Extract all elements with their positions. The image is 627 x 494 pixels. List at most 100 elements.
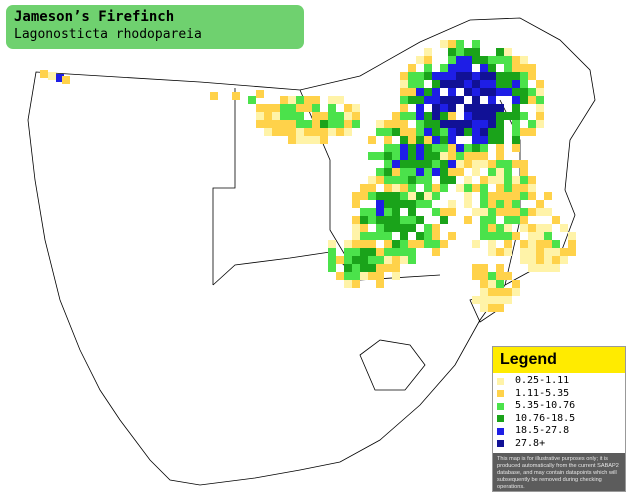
range-cell	[488, 248, 496, 256]
range-cell	[416, 160, 424, 168]
range-cell	[440, 80, 448, 88]
legend-label: 10.76-18.5	[515, 412, 576, 424]
range-cell	[392, 160, 400, 168]
range-cell	[528, 256, 536, 264]
range-cell	[416, 192, 424, 200]
range-cell	[480, 144, 488, 152]
range-cell	[488, 288, 496, 296]
range-cell	[520, 176, 528, 184]
range-cell	[400, 176, 408, 184]
range-cell	[480, 232, 488, 240]
range-cell	[472, 208, 480, 216]
range-cell	[528, 264, 536, 272]
range-cell	[520, 56, 528, 64]
range-cell	[312, 136, 320, 144]
range-cell	[488, 104, 496, 112]
range-cell	[368, 208, 376, 216]
range-cell	[496, 224, 504, 232]
range-cell	[448, 200, 456, 208]
range-cell	[520, 96, 528, 104]
namibia-border	[212, 88, 236, 285]
range-cell	[456, 144, 464, 152]
range-cell	[352, 232, 360, 240]
legend-item: 0.25-1.11	[493, 375, 625, 388]
range-cell	[472, 184, 480, 192]
range-cell	[480, 88, 488, 96]
range-cell	[360, 232, 368, 240]
range-cell	[544, 208, 552, 216]
range-cell	[488, 112, 496, 120]
range-cell	[520, 112, 528, 120]
range-cell	[448, 232, 456, 240]
range-cell	[392, 216, 400, 224]
range-cell	[536, 256, 544, 264]
range-cell	[384, 184, 392, 192]
range-cell	[424, 72, 432, 80]
range-cell	[400, 184, 408, 192]
range-cell	[488, 176, 496, 184]
range-cell	[528, 208, 536, 216]
range-cell	[472, 56, 480, 64]
range-cell	[344, 272, 352, 280]
range-cell	[536, 80, 544, 88]
range-cell	[62, 76, 70, 84]
range-cell	[296, 136, 304, 144]
range-cell	[400, 136, 408, 144]
range-cell	[456, 96, 464, 104]
range-cell	[336, 272, 344, 280]
range-cell	[464, 152, 472, 160]
range-cell	[368, 184, 376, 192]
range-cell	[344, 104, 352, 112]
range-cell	[408, 112, 416, 120]
range-cell	[288, 96, 296, 104]
range-cell	[504, 176, 512, 184]
range-cell	[464, 64, 472, 72]
range-cell	[488, 64, 496, 72]
range-cell	[464, 120, 472, 128]
range-cell	[464, 216, 472, 224]
range-cell	[504, 64, 512, 72]
range-cell	[456, 48, 464, 56]
range-cell	[464, 72, 472, 80]
range-cell	[392, 144, 400, 152]
range-cell	[384, 128, 392, 136]
range-cell	[432, 112, 440, 120]
legend-swatch	[497, 427, 504, 435]
range-cell	[448, 152, 456, 160]
range-cell	[264, 128, 272, 136]
range-cell	[472, 168, 480, 176]
range-cell	[528, 88, 536, 96]
range-cell	[384, 168, 392, 176]
range-cell	[504, 88, 512, 96]
range-cell	[336, 112, 344, 120]
range-cell	[480, 208, 488, 216]
range-cell	[512, 88, 520, 96]
range-cell	[288, 128, 296, 136]
range-cell	[384, 216, 392, 224]
range-cell	[352, 192, 360, 200]
range-cell	[336, 128, 344, 136]
range-cell	[360, 184, 368, 192]
range-cell	[392, 168, 400, 176]
range-cell	[344, 120, 352, 128]
range-cell	[536, 224, 544, 232]
range-cell	[488, 88, 496, 96]
range-cell	[424, 112, 432, 120]
range-cell	[512, 80, 520, 88]
range-cell	[264, 104, 272, 112]
range-cell	[488, 72, 496, 80]
range-cell	[360, 256, 368, 264]
range-cell	[296, 112, 304, 120]
range-cell	[360, 224, 368, 232]
range-cell	[520, 80, 528, 88]
range-cell	[424, 240, 432, 248]
range-cell	[424, 160, 432, 168]
range-cell	[448, 120, 456, 128]
range-cell	[384, 256, 392, 264]
range-cell	[496, 160, 504, 168]
range-cell	[400, 224, 408, 232]
range-cell	[464, 56, 472, 64]
range-cell	[488, 280, 496, 288]
range-cell	[432, 248, 440, 256]
range-cell	[480, 272, 488, 280]
